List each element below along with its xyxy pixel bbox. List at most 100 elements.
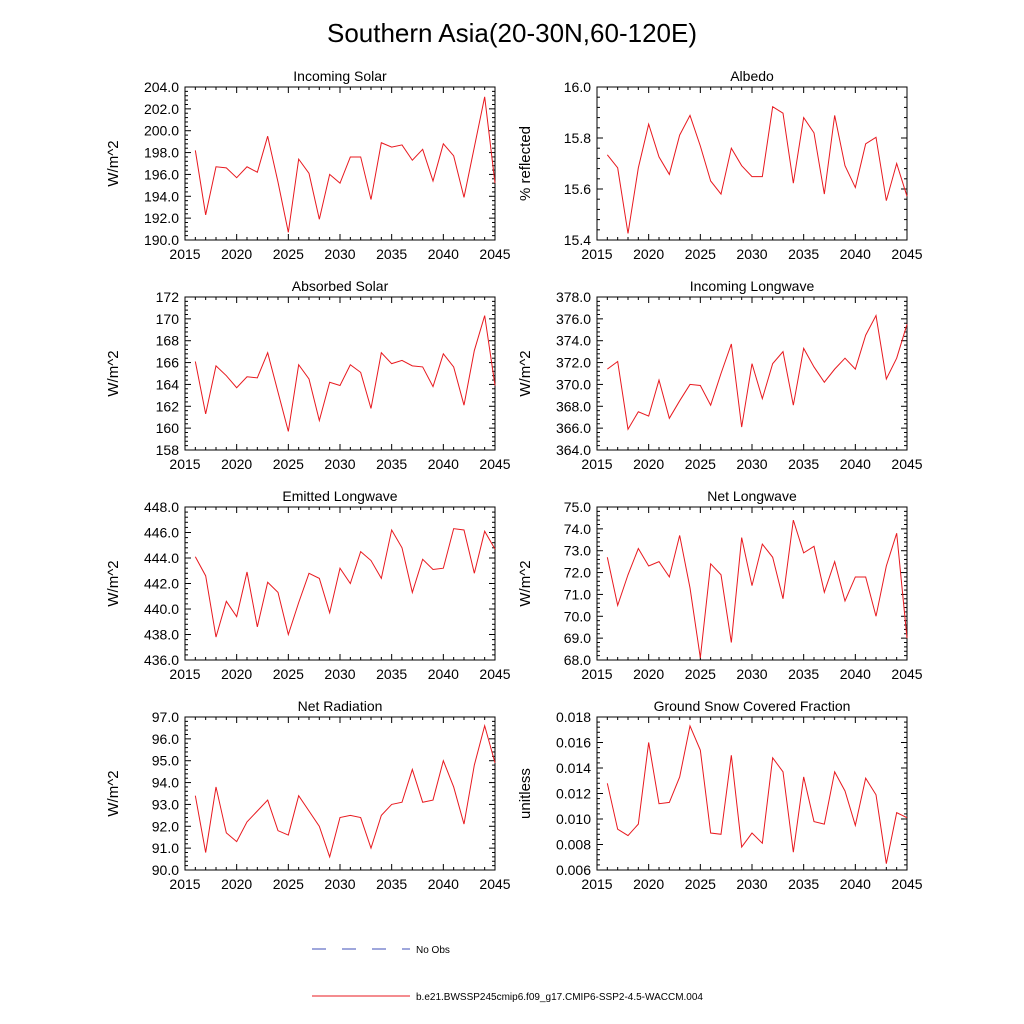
- panel-4-xtick-label: 2035: [788, 456, 819, 472]
- panel-8-xtick-label: 2035: [788, 876, 819, 892]
- panel-4-ytick-label: 366.0: [556, 420, 591, 436]
- panel-3-title: Absorbed Solar: [292, 278, 389, 294]
- panel-1-ytick-label: 192.0: [144, 210, 179, 226]
- panel-4-ytick-label: 370.0: [556, 376, 591, 392]
- panel-4-ytick-label: 364.0: [556, 442, 591, 458]
- panel-1-xtick-label: 2045: [479, 246, 510, 262]
- panel-6: Net Longwave W/m^2 68.0 69.0 70.0 71.0 72.0 73.…: [517, 488, 923, 682]
- panel-2-series-line: [606, 105, 908, 234]
- panel-7-ylabel: W/m^2: [105, 770, 122, 816]
- panel-7-xtick-label: 2040: [428, 876, 459, 892]
- panel-7-ytick-label: 96.0: [152, 731, 179, 747]
- panel-7-xtick-label: 2030: [324, 876, 355, 892]
- panel-7-xtick-label: 2020: [221, 876, 252, 892]
- panel-2-xtick-label: 2020: [633, 246, 664, 262]
- panel-1-xtick-label: 2015: [169, 246, 200, 262]
- panel-5-ytick-label: 444.0: [144, 550, 179, 566]
- panel-2-ytick-label: 15.4: [564, 232, 591, 248]
- panel-7-ytick-label: 97.0: [152, 709, 179, 725]
- panel-8-ytick-label: 0.018: [556, 709, 591, 725]
- legend-label-model: b.e21.BWSSP245cmip6.f09_g17.CMIP6-SSP2-4…: [416, 992, 703, 1003]
- panel-4: Incoming Longwave W/m^2 364.0 366.0 368.0 370…: [517, 278, 923, 472]
- panel-8-ytick-label: 0.008: [556, 837, 591, 853]
- panel-6-xtick-label: 2040: [840, 666, 871, 682]
- panel-3-xtick-label: 2030: [324, 456, 355, 472]
- panel-6-series-line: [606, 519, 908, 658]
- panel-2-xtick-label: 2045: [891, 246, 922, 262]
- legend: No Obs b.e21.BWSSP245cmip6.f09_g17.CMIP6…: [312, 945, 703, 1003]
- panel-6-xtick-label: 2030: [736, 666, 767, 682]
- panel-5-ytick-label: 448.0: [144, 499, 179, 515]
- panel-4-xtick-label: 2030: [736, 456, 767, 472]
- panels: Incoming Solar W/m^2 190.0 192.0 194.0 196.0 1…: [105, 68, 923, 892]
- panel-4-title: Incoming Longwave: [690, 278, 815, 294]
- panel-5-xtick-label: 2030: [324, 666, 355, 682]
- panel-5-xtick-label: 2015: [169, 666, 200, 682]
- panel-7-xtick-label: 2035: [376, 876, 407, 892]
- panel-3-xtick-label: 2040: [428, 456, 459, 472]
- panel-1: Incoming Solar W/m^2 190.0 192.0 194.0 196.0 1…: [105, 68, 511, 262]
- panel-7-xtick-label: 2025: [273, 876, 304, 892]
- panel-2-xtick-label: 2015: [581, 246, 612, 262]
- panel-6-ytick-label: 74.0: [564, 521, 591, 537]
- panel-7-ytick-label: 93.0: [152, 796, 179, 812]
- panel-4-ylabel: W/m^2: [517, 350, 534, 396]
- panel-6-ytick-label: 68.0: [564, 652, 591, 668]
- panel-6-ylabel: W/m^2: [517, 560, 534, 606]
- panel-4-xtick-label: 2040: [840, 456, 871, 472]
- panel-8-xtick-label: 2045: [891, 876, 922, 892]
- panel-3-xtick-label: 2045: [479, 456, 510, 472]
- panel-7-ytick-label: 94.0: [152, 775, 179, 791]
- panel-1-ytick-label: 200.0: [144, 123, 179, 139]
- panel-6-title: Net Longwave: [707, 488, 797, 504]
- panel-7-series-line: [194, 723, 496, 859]
- panel-5-ylabel: W/m^2: [105, 560, 122, 606]
- panel-3-xtick-label: 2035: [376, 456, 407, 472]
- panel-3-ytick-label: 158: [156, 442, 180, 458]
- panel-7-ytick-label: 95.0: [152, 753, 179, 769]
- panel-3-xtick-label: 2020: [221, 456, 252, 472]
- panel-3-ylabel: W/m^2: [105, 350, 122, 396]
- panel-1-xtick-label: 2035: [376, 246, 407, 262]
- panel-1-ytick-label: 198.0: [144, 145, 179, 161]
- panel-4-series-line: [607, 314, 908, 431]
- panel-2-ylabel: % reflected: [517, 126, 534, 201]
- panel-3-ytick-label: 164: [156, 376, 180, 392]
- panel-1-ytick-label: 204.0: [144, 79, 179, 95]
- panel-3-ytick-label: 170: [156, 311, 180, 327]
- panel-5-ytick-label: 438.0: [144, 627, 179, 643]
- panel-6-xtick-label: 2045: [891, 666, 922, 682]
- panel-2-xtick-label: 2030: [736, 246, 767, 262]
- panel-4-ytick-label: 376.0: [556, 311, 591, 327]
- panel-3-ytick-label: 162: [156, 398, 180, 414]
- panel-2-xtick-label: 2035: [788, 246, 819, 262]
- panel-2-title: Albedo: [730, 68, 774, 84]
- panel-4-xtick-label: 2045: [891, 456, 922, 472]
- panel-2-xtick-label: 2040: [840, 246, 871, 262]
- panel-5-title: Emitted Longwave: [282, 488, 397, 504]
- panel-2-ytick-label: 16.0: [564, 79, 591, 95]
- panel-8-ytick-label: 0.014: [556, 760, 591, 776]
- panel-1-xtick-label: 2020: [221, 246, 252, 262]
- panel-6-ytick-label: 69.0: [564, 630, 591, 646]
- panel-8-xtick-label: 2030: [736, 876, 767, 892]
- panel-8-ytick-label: 0.010: [556, 811, 591, 827]
- panel-3-ytick-label: 172: [156, 289, 180, 305]
- panel-8-title: Ground Snow Covered Fraction: [654, 698, 851, 714]
- panel-7-title: Net Radiation: [298, 698, 383, 714]
- panel-5-xtick-label: 2045: [479, 666, 510, 682]
- panel-1-ytick-label: 194.0: [144, 188, 179, 204]
- panel-6-xtick-label: 2035: [788, 666, 819, 682]
- panel-3-xtick-label: 2025: [273, 456, 304, 472]
- panel-5-xtick-label: 2040: [428, 666, 459, 682]
- panel-3-ytick-label: 166: [156, 355, 180, 371]
- panel-8-xtick-label: 2040: [840, 876, 871, 892]
- panel-2-frame: [596, 86, 908, 241]
- panel-4-ytick-label: 368.0: [556, 398, 591, 414]
- panel-5-xtick-label: 2025: [273, 666, 304, 682]
- panel-1-ytick-label: 202.0: [144, 101, 179, 117]
- panel-5-series-line: [194, 528, 496, 638]
- panel-7-ytick-label: 91.0: [152, 840, 179, 856]
- panel-7-ytick-label: 90.0: [152, 862, 179, 878]
- panel-8-frame: [596, 716, 908, 871]
